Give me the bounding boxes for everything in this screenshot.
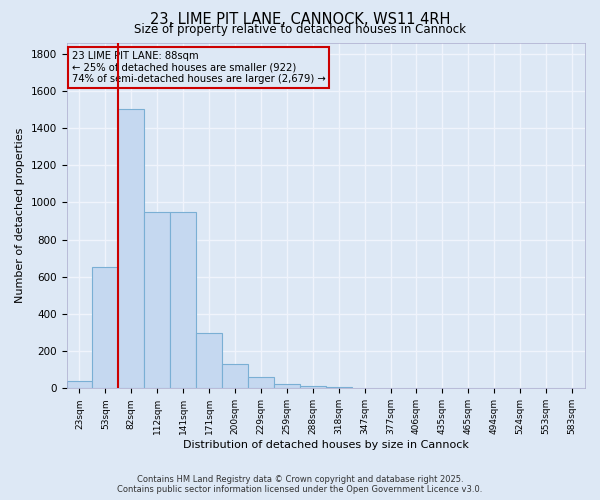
Bar	[248, 377, 274, 388]
Text: Size of property relative to detached houses in Cannock: Size of property relative to detached ho…	[134, 22, 466, 36]
Bar	[300, 386, 326, 388]
Bar	[170, 212, 196, 388]
Text: 23, LIME PIT LANE, CANNOCK, WS11 4RH: 23, LIME PIT LANE, CANNOCK, WS11 4RH	[150, 12, 450, 28]
X-axis label: Distribution of detached houses by size in Cannock: Distribution of detached houses by size …	[183, 440, 469, 450]
Bar	[196, 334, 222, 388]
Bar	[274, 384, 300, 388]
Text: 23 LIME PIT LANE: 88sqm
← 25% of detached houses are smaller (922)
74% of semi-d: 23 LIME PIT LANE: 88sqm ← 25% of detache…	[72, 51, 325, 84]
Bar	[222, 364, 248, 388]
Bar	[92, 268, 118, 388]
Text: Contains HM Land Registry data © Crown copyright and database right 2025.
Contai: Contains HM Land Registry data © Crown c…	[118, 474, 482, 494]
Y-axis label: Number of detached properties: Number of detached properties	[15, 128, 25, 303]
Bar	[118, 110, 144, 388]
Bar	[67, 381, 92, 388]
Bar	[144, 212, 170, 388]
